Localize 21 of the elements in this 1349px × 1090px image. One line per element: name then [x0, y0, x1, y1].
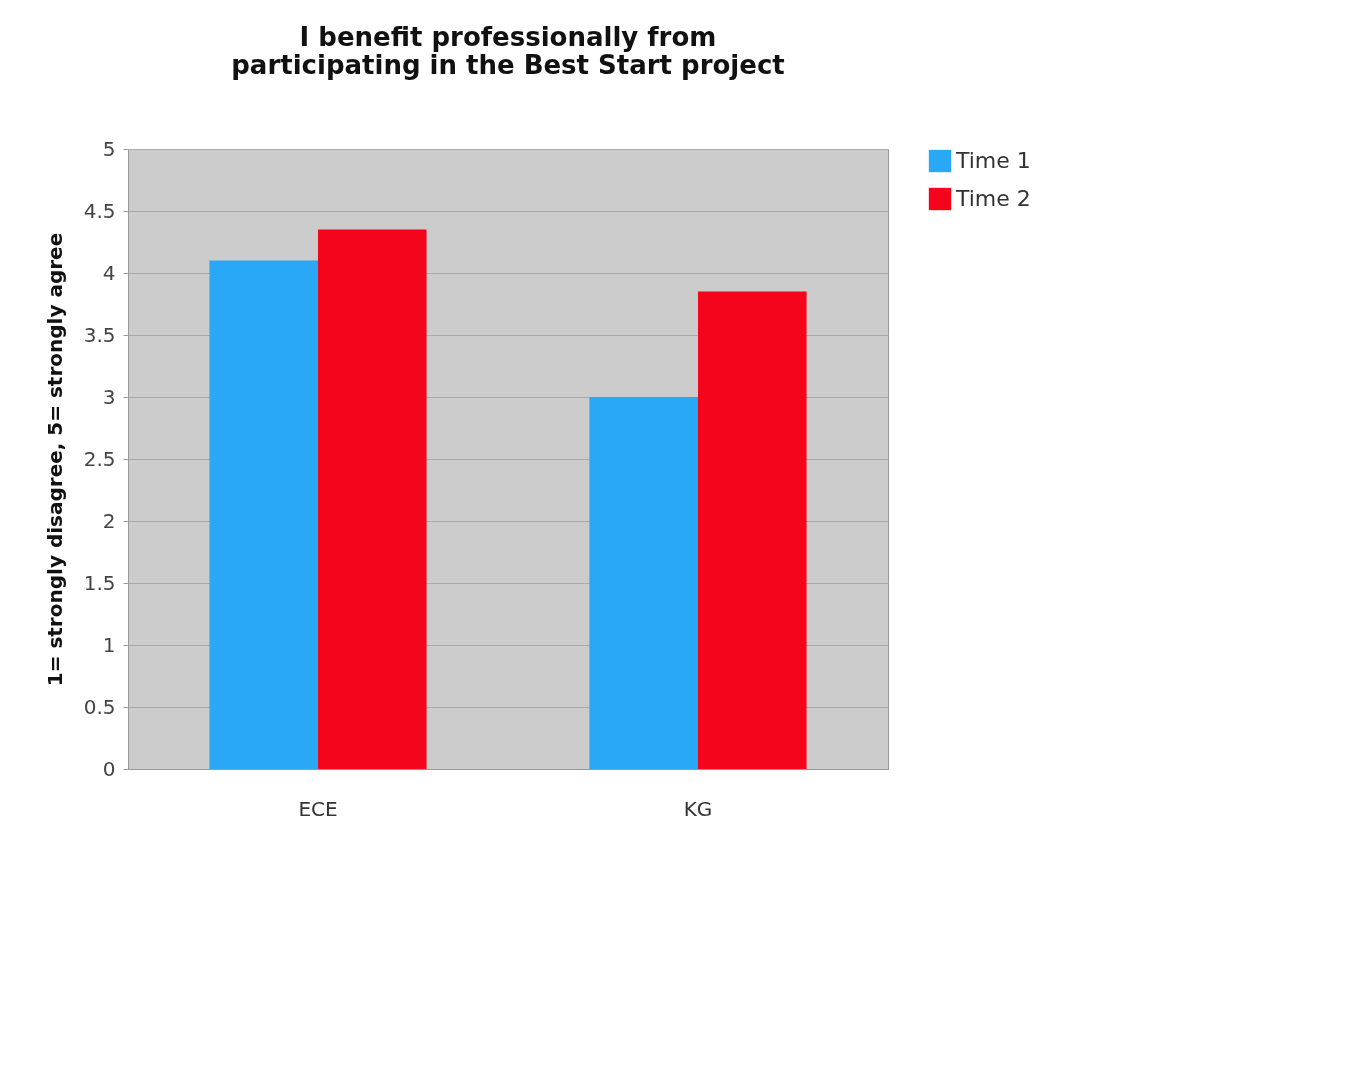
bar [318, 229, 427, 769]
chart-title: I benefit professionally from participating in the Best Start project [231, 22, 785, 80]
y-tick-label: 4 [102, 260, 116, 285]
bar [589, 397, 698, 769]
y-tick-label: 3 [102, 384, 116, 409]
y-tick-label: 5 [102, 136, 116, 161]
y-tick-label: 0.5 [83, 694, 116, 719]
legend-label: Time 1 [955, 148, 1031, 173]
y-tick-label: 3.5 [83, 322, 116, 347]
x-tick-label: ECE [298, 796, 338, 821]
bar [209, 260, 318, 769]
y-axis-title: 1= strongly disagree, 5= strongly agree [42, 232, 67, 687]
y-tick-label: 1 [102, 632, 116, 657]
y-tick-label: 2.5 [83, 446, 116, 471]
y-tick-label: 0 [102, 756, 116, 781]
y-tick-label: 1.5 [83, 570, 116, 595]
y-tick-label: 2 [102, 508, 116, 533]
y-tick-label: 4.5 [83, 198, 116, 223]
bar [698, 291, 807, 769]
legend-label: Time 2 [955, 186, 1031, 211]
x-tick-label: KG [683, 796, 713, 821]
